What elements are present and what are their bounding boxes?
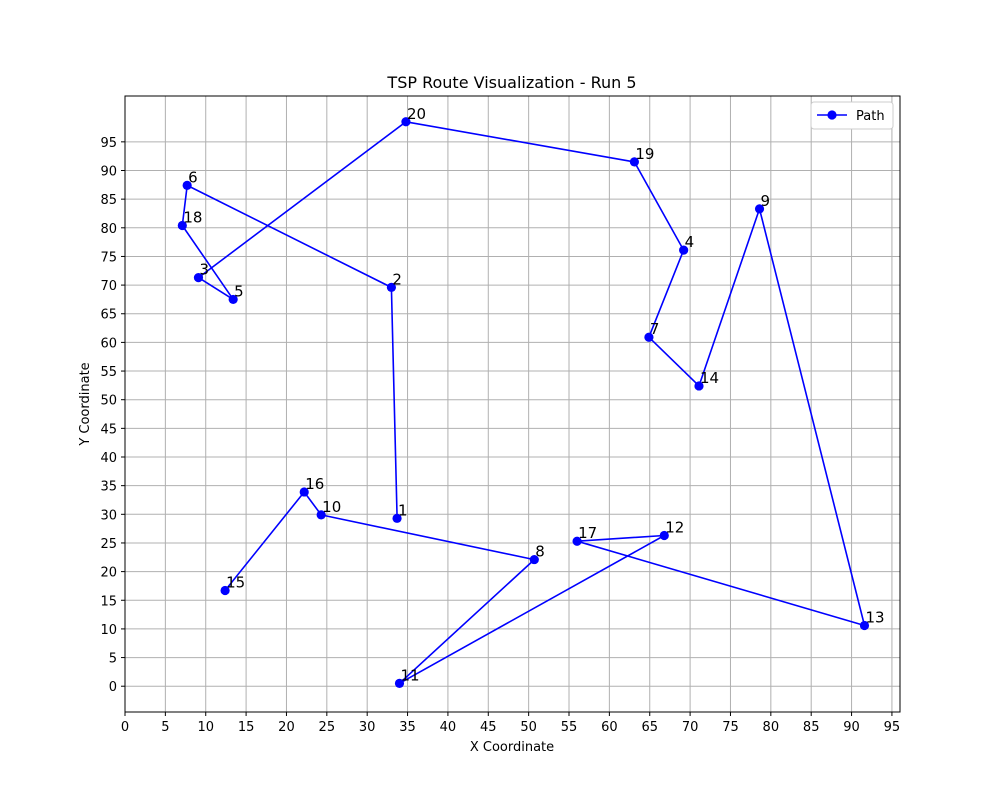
- city-label-10: 10: [322, 498, 341, 516]
- x-axis-ticks: 0 5 10 15 20 25 30 35 40 45 50 55 60 65 70 75 80 85 90 95: [121, 712, 900, 735]
- y-tick-label: 80: [100, 222, 117, 237]
- city-point-17: [572, 536, 582, 546]
- y-axis-ticks: 0 5 10 15 20 25 30 35 40 45 50 55 60 65 70 75 80 85 90 95: [100, 136, 125, 695]
- x-tick-label: 0: [121, 720, 129, 735]
- city-point-16: [299, 487, 309, 497]
- city-label-18: 18: [183, 209, 202, 227]
- legend-box: [810, 101, 894, 130]
- y-tick-label: 90: [100, 164, 117, 179]
- city-point-2: [386, 282, 397, 292]
- city-label-15: 15: [226, 574, 245, 592]
- city-label-7: 7: [650, 320, 660, 338]
- x-tick-label: 70: [682, 720, 699, 735]
- y-tick-label: 15: [100, 594, 117, 609]
- legend-label: Path: [856, 109, 885, 124]
- x-axis-title: X Coordinate: [470, 740, 554, 755]
- city-label-3: 3: [199, 261, 209, 279]
- city-point-6: [182, 180, 192, 190]
- city-label-5: 5: [234, 282, 244, 300]
- y-tick-label: 95: [100, 136, 117, 151]
- y-tick-label: 85: [100, 193, 117, 208]
- plot-frame: [124, 95, 901, 713]
- city-point-14: [694, 381, 704, 391]
- city-label-8: 8: [535, 543, 545, 561]
- city-point-9: [754, 204, 765, 214]
- x-tick-label: 20: [278, 720, 295, 735]
- y-tick-label: 5: [109, 652, 117, 667]
- city-point-5: [228, 294, 238, 305]
- y-tick-label: 20: [100, 566, 117, 581]
- route-line: [181, 121, 866, 685]
- city-point-10: [316, 510, 326, 520]
- city-label-17: 17: [578, 524, 597, 542]
- y-tick-label: 40: [100, 451, 117, 466]
- city-label-1: 1: [398, 501, 408, 519]
- city-point-4: [679, 245, 689, 255]
- x-tick-label: 40: [440, 720, 457, 735]
- x-tick-label: 25: [319, 720, 336, 735]
- city-label-14: 14: [700, 369, 719, 387]
- y-axis-title: Y Coordinate: [78, 362, 93, 446]
- y-tick-label: 70: [100, 279, 117, 294]
- x-tick-label: 30: [359, 720, 376, 735]
- city-point-13: [859, 620, 870, 631]
- chart-title: TSP Route Visualization - Run 5: [386, 73, 636, 92]
- city-label-20: 20: [407, 105, 426, 123]
- x-tick-label: 55: [561, 720, 578, 735]
- city-point-8: [529, 554, 539, 565]
- city-label-11: 11: [400, 666, 419, 684]
- city-label-9: 9: [761, 192, 771, 210]
- x-tick-label: 80: [763, 720, 780, 735]
- city-label-12: 12: [665, 519, 684, 537]
- y-tick-label: 65: [100, 308, 117, 323]
- x-tick-label: 60: [601, 720, 618, 735]
- city-label-19: 19: [635, 145, 654, 163]
- x-tick-label: 75: [722, 720, 739, 735]
- city-point-20: [401, 117, 411, 127]
- city-label-16: 16: [305, 475, 324, 493]
- city-point-15: [220, 585, 230, 596]
- y-tick-label: 0: [109, 680, 117, 695]
- city-label-13: 13: [865, 608, 884, 626]
- x-tick-label: 50: [520, 720, 537, 735]
- y-tick-label: 75: [100, 250, 117, 265]
- city-label-4: 4: [685, 233, 695, 251]
- y-tick-label: 30: [100, 508, 117, 523]
- city-point-7: [644, 332, 654, 342]
- y-tick-label: 45: [100, 422, 117, 437]
- city-point-3: [193, 273, 204, 283]
- points-layer: [177, 117, 870, 688]
- legend: Path: [810, 101, 894, 130]
- city-point-1: [392, 513, 402, 523]
- city-point-11: [394, 678, 405, 688]
- x-tick-label: 65: [641, 720, 658, 735]
- y-tick-label: 60: [100, 336, 117, 351]
- city-label-6: 6: [188, 168, 198, 186]
- y-tick-label: 10: [100, 623, 117, 638]
- y-tick-label: 35: [100, 480, 117, 495]
- city-point-12: [659, 530, 669, 541]
- path-layer: [181, 121, 866, 685]
- y-tick-label: 50: [100, 394, 117, 409]
- x-tick-label: 5: [161, 720, 169, 735]
- city-point-18: [177, 220, 187, 231]
- x-tick-label: 10: [197, 720, 214, 735]
- x-tick-label: 90: [843, 720, 860, 735]
- x-tick-label: 45: [480, 720, 497, 735]
- legend-marker-swatch: [827, 110, 837, 120]
- city-label-2: 2: [392, 270, 402, 288]
- x-tick-label: 35: [399, 720, 416, 735]
- y-tick-label: 25: [100, 537, 117, 552]
- x-tick-label: 95: [884, 720, 901, 735]
- x-tick-label: 85: [803, 720, 820, 735]
- y-tick-label: 55: [100, 365, 117, 380]
- x-tick-label: 15: [238, 720, 255, 735]
- city-point-19: [629, 157, 640, 167]
